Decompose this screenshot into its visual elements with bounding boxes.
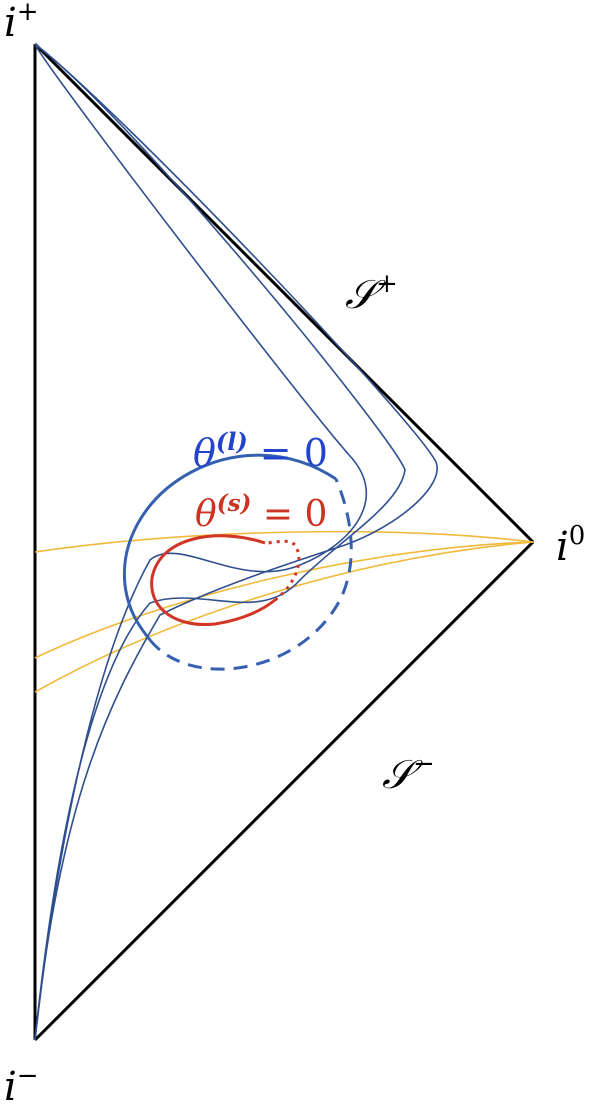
label-i-minus: i−: [4, 1061, 39, 1110]
surface-theta-s: [150, 534, 301, 627]
label-i-zero: i0: [556, 521, 585, 570]
label-theta-l: θ(l) = 0: [193, 427, 328, 475]
label-scri-plus: 𝒮+: [345, 269, 398, 318]
surface-s-solid-arc: [150, 534, 276, 627]
horizon-theta-l: [123, 453, 353, 671]
label-theta-s: θ(s) = 0: [195, 490, 327, 535]
label-i-plus: i+: [4, 0, 39, 46]
future-null-infinity-edge: [33, 42, 535, 544]
horizon-l-solid-arc: [123, 453, 337, 641]
worldline-middle: [34, 43, 406, 1041]
spacelike-slice-2: [34, 541, 534, 659]
diagram-boundary: [33, 42, 535, 1042]
worldline-outer: [34, 43, 438, 1041]
horizon-l-dashed-arc: [148, 478, 353, 671]
worldline-inner: [34, 43, 368, 1041]
spacelike-slice-1: [34, 530, 534, 553]
label-scri-minus: 𝒮−: [382, 749, 435, 798]
past-null-infinity-edge: [33, 540, 535, 1042]
worldlines: [34, 43, 438, 1041]
spacelike-slice-3: [34, 541, 534, 693]
spacelike-slices: [34, 530, 534, 693]
